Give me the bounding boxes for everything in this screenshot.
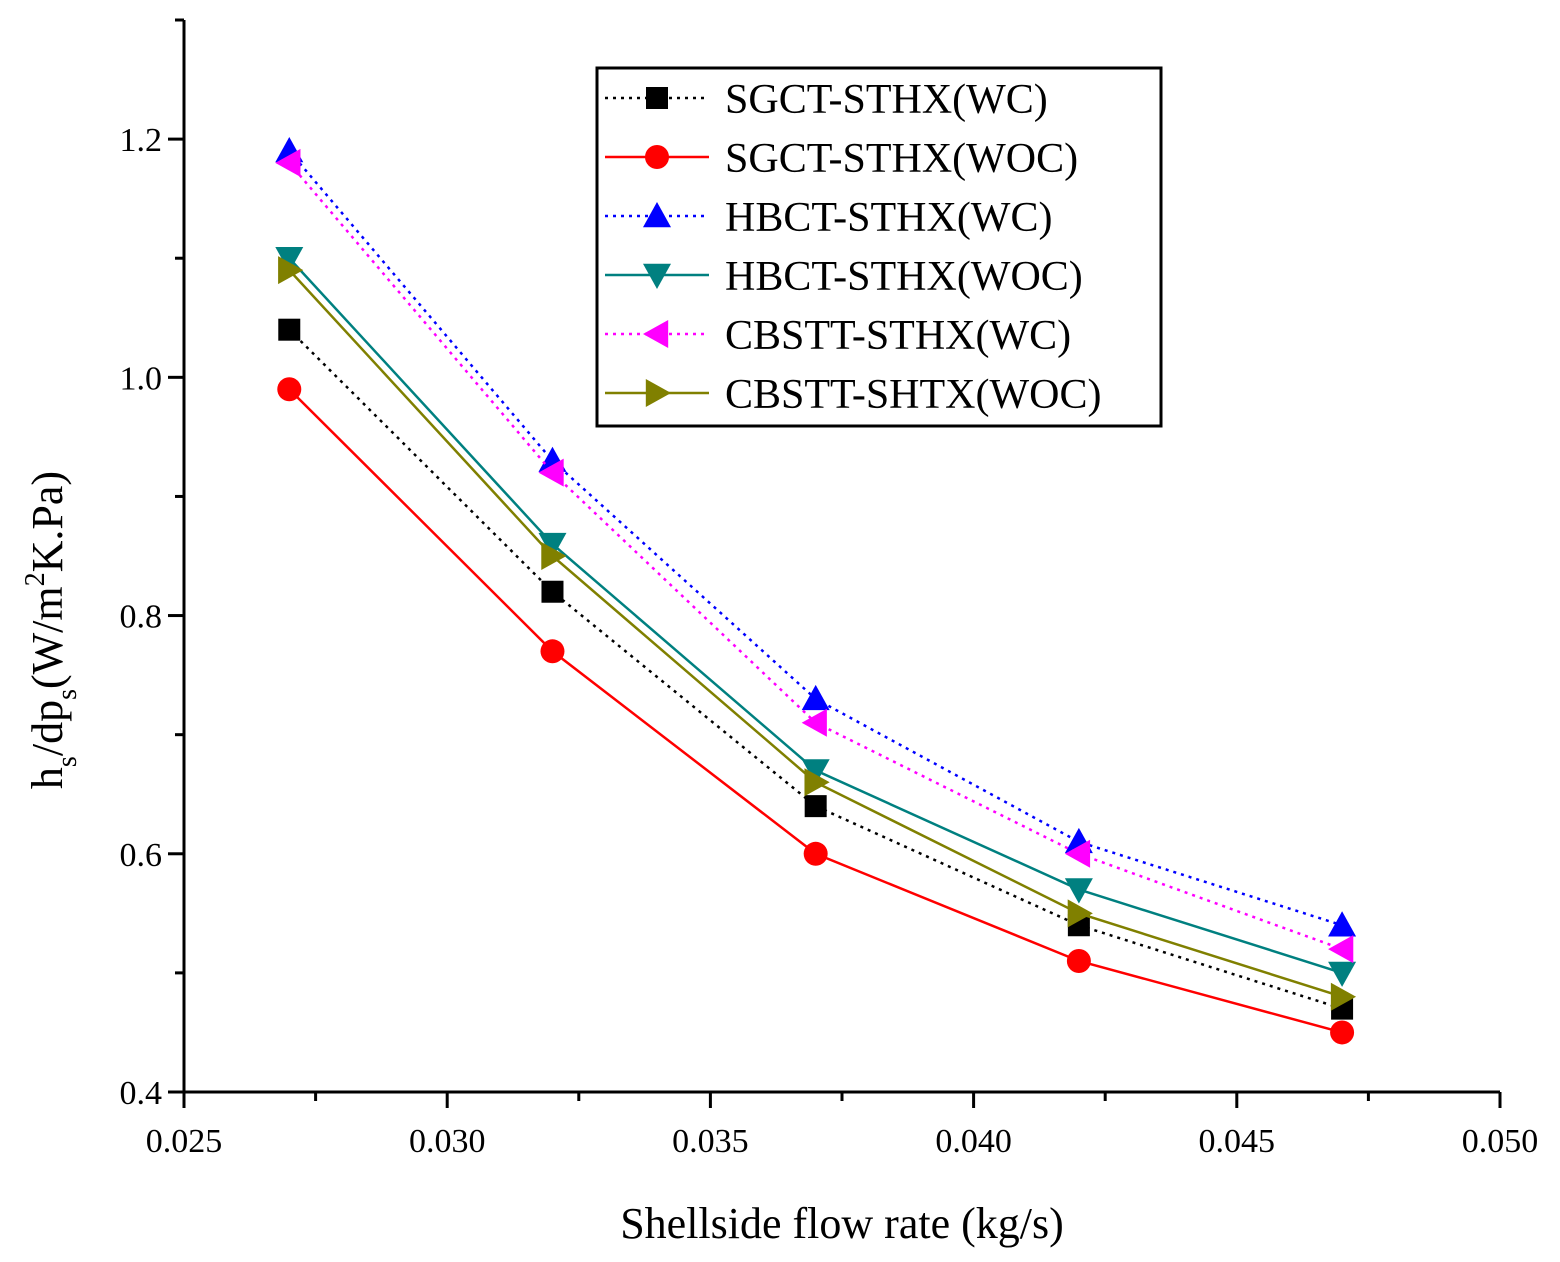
data-point xyxy=(1064,839,1091,868)
series-CBSTT-SHTX(WOC) xyxy=(278,256,1357,1011)
data-point xyxy=(278,256,304,285)
x-tick-label: 0.045 xyxy=(1199,1123,1276,1160)
series-CBSTT-STHX(WC) xyxy=(275,148,1354,964)
x-axis-title: Shellside flow rate (kg/s) xyxy=(620,1199,1064,1248)
data-point xyxy=(275,247,304,273)
x-tick-label: 0.050 xyxy=(1462,1123,1539,1160)
legend-label: SGCT-STHX(WOC) xyxy=(725,136,1078,182)
y-axis-title-part: /dp xyxy=(23,700,72,756)
y-axis-title-part: h xyxy=(23,767,72,789)
data-point xyxy=(1067,899,1093,928)
data-point xyxy=(277,377,302,402)
legend-label: HBCT-STHX(WC) xyxy=(725,195,1052,241)
legend-entry: HBCT-STHX(WC) xyxy=(605,195,1052,241)
data-point xyxy=(275,148,301,177)
y-tick-label: 0.4 xyxy=(120,1075,163,1112)
data-point xyxy=(801,684,830,711)
data-point xyxy=(541,542,567,570)
data-point xyxy=(803,841,828,866)
data-point xyxy=(1328,935,1354,964)
series-SGCT-STHX(WOC) xyxy=(277,377,1355,1045)
y-tick-label: 0.6 xyxy=(120,837,163,874)
data-point xyxy=(1330,1020,1355,1045)
x-tick-label: 0.025 xyxy=(146,1123,223,1160)
legend-entry: CBSTT-SHTX(WOC) xyxy=(605,372,1101,418)
y-tick-label: 0.8 xyxy=(120,599,163,636)
x-tick-label: 0.040 xyxy=(935,1123,1012,1160)
y-axis-title-part: (W/m xyxy=(23,586,72,689)
data-point xyxy=(801,708,827,737)
legend-label: SGCT-STHX(WC) xyxy=(725,77,1048,123)
legend-marker xyxy=(643,202,671,228)
legend-entry: CBSTT-STHX(WC) xyxy=(605,313,1071,359)
legend-label: CBSTT-SHTX(WOC) xyxy=(725,372,1101,418)
data-point xyxy=(801,759,830,785)
legend-marker xyxy=(643,320,669,348)
legend: SGCT-STHX(WC) SGCT-STHX(WOC) HBCT-STHX(WC)… xyxy=(595,66,1163,428)
legend-marker xyxy=(646,87,668,109)
y-tick-label: 1.0 xyxy=(120,360,163,397)
data-point xyxy=(541,580,564,603)
legend-marker xyxy=(645,145,669,169)
legend-entry: HBCT-STHX(WOC) xyxy=(605,254,1083,300)
data-point xyxy=(1064,878,1093,904)
data-point xyxy=(538,458,564,487)
series-HBCT-STHX(WOC) xyxy=(275,247,1357,987)
legend-marker xyxy=(645,379,671,407)
y-axis-title-part: s xyxy=(52,689,83,700)
legend-entry: SGCT-STHX(WOC) xyxy=(605,136,1078,182)
data-point xyxy=(1328,961,1357,987)
y-axis-title-part: s xyxy=(52,756,83,767)
series-layer xyxy=(275,137,1357,1045)
y-tick-label: 1.2 xyxy=(120,122,163,159)
axes: 0.025 0.030 0.035 0.040 0.045 0.050 0.4 0.6 0.8 1… xyxy=(120,18,1539,1160)
data-point xyxy=(1328,911,1357,937)
x-tick-label: 0.035 xyxy=(672,1123,749,1160)
y-axis-title: hs/dps(W/m2K.Pa) xyxy=(20,471,83,789)
legend-entry: SGCT-STHX(WC) xyxy=(605,77,1048,123)
y-axis-title-part: 2 xyxy=(20,572,51,586)
data-point xyxy=(540,639,565,664)
legend-label: HBCT-STHX(WOC) xyxy=(725,254,1083,300)
legend-label: CBSTT-STHX(WC) xyxy=(725,313,1071,359)
legend-marker xyxy=(643,263,671,289)
x-tick-label: 0.030 xyxy=(409,1123,486,1160)
data-point xyxy=(538,532,567,559)
y-axis-title-part: K.Pa) xyxy=(23,471,72,572)
data-point xyxy=(1330,982,1357,1011)
data-point xyxy=(804,768,830,797)
data-point xyxy=(1066,948,1091,973)
data-point xyxy=(278,318,301,341)
series-line xyxy=(288,388,1343,1034)
data-point xyxy=(804,795,827,818)
legend-box xyxy=(595,66,1163,428)
